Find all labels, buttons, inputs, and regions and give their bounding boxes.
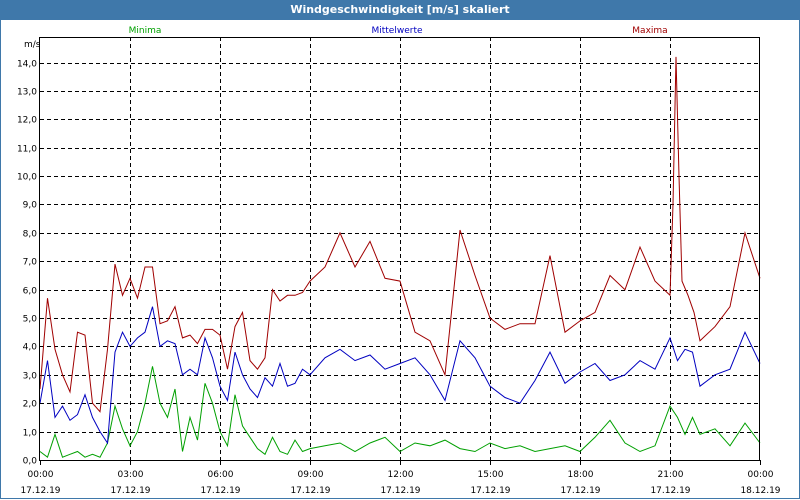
series-line-maxima bbox=[39, 56, 761, 413]
y-tick-label: 14,0 bbox=[17, 60, 37, 70]
y-tick-label: 5,0 bbox=[23, 315, 38, 325]
tick-labels: 0,0 1,0 2,0 3,0 4,0 5,0 6,0 7,0 8,0 9,0 10,0 11,0 12… bbox=[17, 60, 781, 497]
legend: Minima Mittelwerte Maxima bbox=[129, 26, 668, 36]
x-tick-time: 03:00 bbox=[118, 470, 144, 480]
legend-item-minima: Minima bbox=[129, 26, 162, 36]
y-tick-label: 4,0 bbox=[23, 343, 38, 353]
y-tick-label: 11,0 bbox=[17, 145, 37, 155]
y-tick-label: 10,0 bbox=[17, 173, 37, 183]
x-tick-date: 17.12.19 bbox=[380, 486, 420, 496]
x-tick-time: 12:00 bbox=[388, 470, 414, 480]
x-tick-date: 17.12.19 bbox=[20, 486, 60, 496]
grid bbox=[40, 37, 761, 465]
y-tick-label: 9,0 bbox=[23, 201, 38, 211]
x-tick-time: 15:00 bbox=[478, 470, 504, 480]
y-tick-label: 2,0 bbox=[23, 400, 38, 410]
x-tick-time: 06:00 bbox=[208, 470, 234, 480]
y-tick-label: 12,0 bbox=[17, 116, 37, 126]
y-tick-label: 6,0 bbox=[23, 287, 38, 297]
legend-item-mittelwerte: Mittelwerte bbox=[371, 26, 422, 36]
y-tick-label: 1,0 bbox=[23, 429, 38, 439]
y-axis-unit-label: m/s bbox=[24, 40, 41, 50]
x-tick-time: 21:00 bbox=[658, 470, 684, 480]
series-line-mittelwerte bbox=[39, 306, 761, 445]
series-line-minima bbox=[39, 366, 761, 459]
legend-item-maxima: Maxima bbox=[632, 26, 667, 36]
x-tick-time: 18:00 bbox=[568, 470, 594, 480]
x-tick-date: 17.12.19 bbox=[290, 486, 330, 496]
x-tick-date: 17.12.19 bbox=[110, 486, 150, 496]
x-tick-time: 09:00 bbox=[298, 470, 324, 480]
series-lines bbox=[39, 56, 761, 459]
x-tick-date: 17.12.19 bbox=[650, 486, 690, 496]
y-tick-label: 13,0 bbox=[17, 88, 37, 98]
y-tick-label: 3,0 bbox=[23, 372, 38, 382]
y-tick-label: 7,0 bbox=[23, 258, 38, 268]
x-tick-time: 00:00 bbox=[748, 470, 774, 480]
x-tick-time: 00:00 bbox=[28, 470, 54, 480]
plot-area-border bbox=[39, 37, 760, 461]
x-tick-date: 18.12.19 bbox=[740, 486, 780, 496]
window-title: Windgeschwindigkeit [m/s] skaliert bbox=[0, 0, 800, 20]
x-tick-date: 17.12.19 bbox=[200, 486, 240, 496]
y-tick-label: 8,0 bbox=[23, 230, 38, 240]
x-tick-date: 17.12.19 bbox=[560, 486, 600, 496]
y-tick-label: 0,0 bbox=[23, 457, 38, 467]
x-tick-date: 17.12.19 bbox=[470, 486, 510, 496]
